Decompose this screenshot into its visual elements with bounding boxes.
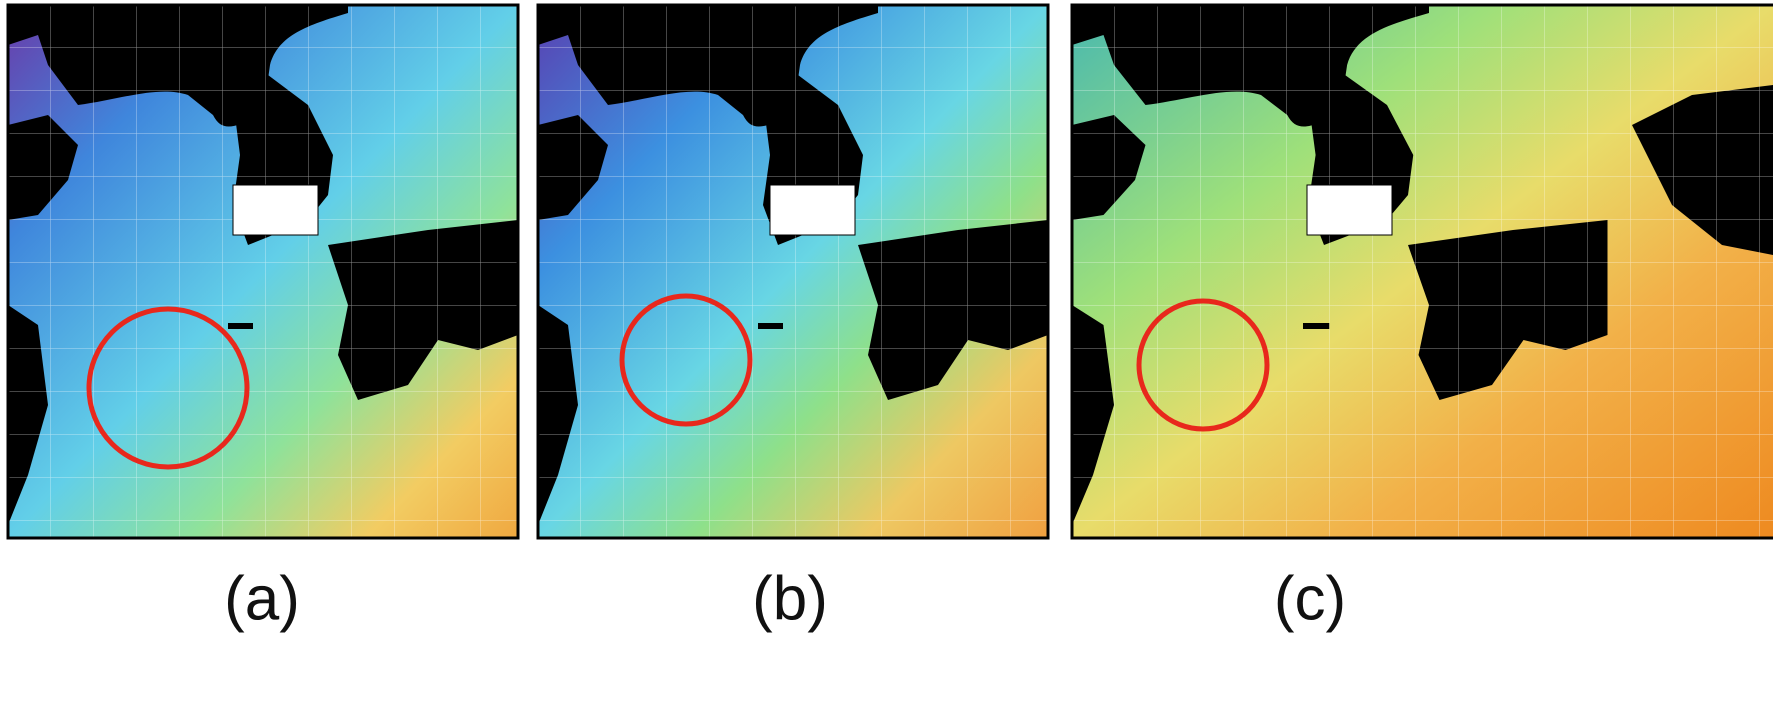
grid (538, 5, 1048, 538)
frame (536, 3, 1050, 540)
info-box (1306, 184, 1393, 236)
panel-label: (c) (1274, 564, 1346, 633)
info-box (232, 184, 319, 236)
highlight-circle (619, 293, 753, 427)
map-panel (536, 3, 1050, 540)
map-panel (6, 3, 520, 540)
map-panel (1070, 3, 1773, 540)
highlight-circle (86, 306, 250, 470)
grid (1072, 5, 1773, 538)
panel-label: (a) (224, 564, 300, 633)
highlight-circle (1136, 298, 1270, 432)
frame (1070, 3, 1773, 540)
grid (8, 5, 518, 538)
panel-label: (b) (752, 564, 828, 633)
frame (6, 3, 520, 540)
info-box (769, 184, 856, 236)
